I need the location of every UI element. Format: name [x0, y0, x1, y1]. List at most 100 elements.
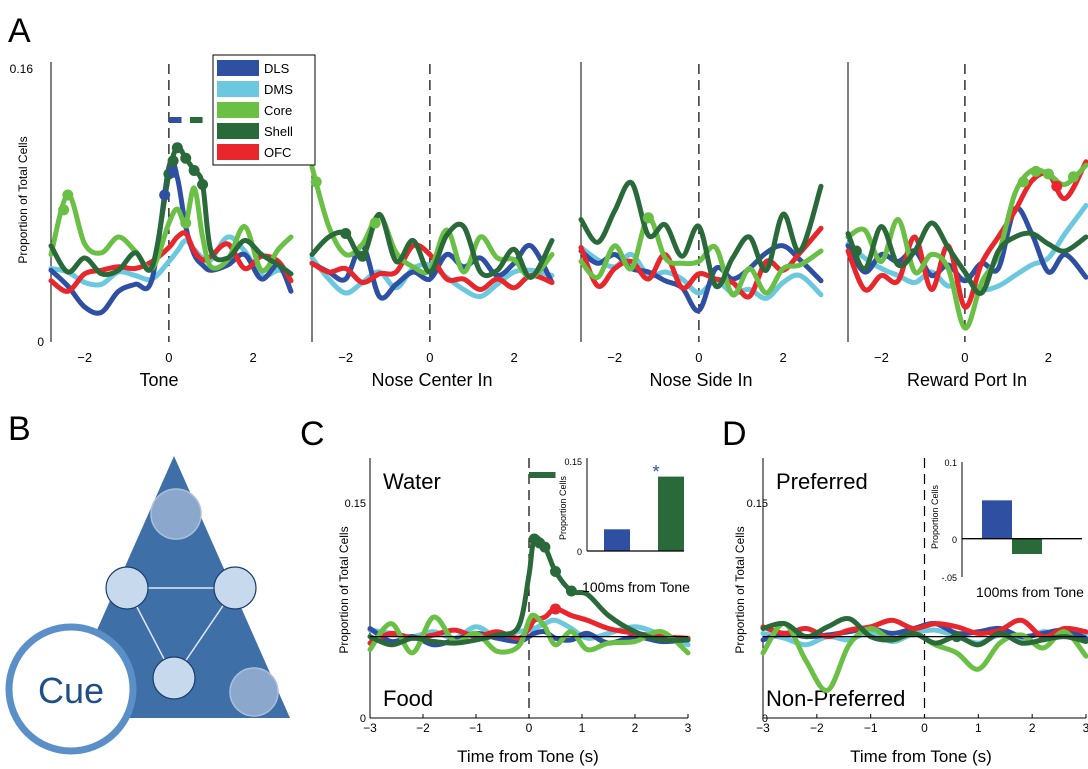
panel-a: Proportion of Total Cells 0.16 0 −2 0 2 Ton… — [10, 54, 1088, 390]
panel-d-inset-ytick-zero: 0 — [952, 535, 957, 545]
x-tick-label: −2 — [874, 350, 889, 365]
panel-d-inset: Proportion Cells 0.1 0 -.05 100ms from T… — [930, 458, 1084, 600]
panel-letter-b: B — [8, 410, 31, 448]
panel-c: Proportion of Total Cells 0.15 0 Water F… — [337, 457, 692, 766]
panel-d-bottom-label: Non-Preferred — [766, 686, 905, 711]
x-tick-label: 0 — [695, 350, 702, 365]
a4-line-shell — [845, 220, 1088, 296]
a2-marker-shell — [357, 250, 369, 262]
x-tick-label: −2 — [77, 350, 92, 365]
legend-label-ofc: OFC — [264, 145, 291, 160]
c-marker-shell — [539, 541, 551, 553]
c-line-dms — [367, 617, 691, 648]
subplot-4: −2 0 2 Reward Port In — [845, 62, 1088, 390]
node-bottom-right — [229, 667, 279, 717]
node-bottom — [152, 656, 196, 700]
c-x-tick-label: −1 — [469, 721, 483, 735]
c-line-shell — [367, 535, 691, 648]
x-tick-label: 2 — [249, 350, 256, 365]
a3-marker-core — [642, 212, 654, 224]
a1-line-core — [48, 185, 294, 274]
d-line-shell — [760, 615, 1088, 648]
a2-line-ofc — [309, 242, 555, 292]
a4-marker-ofc — [1051, 180, 1063, 192]
a3-line-dls — [578, 243, 824, 314]
subplot-1: −2 0 2 Tone — [48, 62, 294, 390]
a2-line-core — [309, 164, 555, 280]
c-x-tick-label: −2 — [416, 721, 430, 735]
a4-marker-core — [1042, 168, 1054, 180]
a1-marker-shell — [167, 155, 179, 167]
cue-label: Cue — [38, 670, 104, 711]
panel-d-inset-ytick-bottom: -.05 — [941, 573, 957, 583]
legend-label-shell: Shell — [264, 124, 293, 139]
x-tick-label: 0 — [426, 350, 433, 365]
a1-marker-dls — [159, 189, 171, 201]
a4-line-core — [845, 162, 1088, 331]
d-x-tick-label: −2 — [810, 721, 824, 735]
node-right — [213, 566, 257, 610]
x-tick-label: 0 — [165, 350, 172, 365]
x-tick-label: 2 — [779, 350, 786, 365]
d-x-tick-label: −1 — [864, 721, 878, 735]
a4-marker-core — [1067, 171, 1079, 183]
c-x-tick-label: 1 — [579, 721, 586, 735]
d-x-tick-label: 1 — [975, 721, 982, 735]
panel-c-ytick-top: 0.15 — [345, 498, 366, 510]
legend: DLS DMS Core Shell OFC — [212, 54, 316, 166]
c-x-tick-label: 0 — [526, 721, 533, 735]
panel-c-top-label: Water — [383, 469, 441, 494]
panel-c-inset-ylabel: Proportion Cells — [558, 475, 568, 540]
a2-marker-shell — [340, 228, 352, 239]
c-marker-ofc — [550, 603, 561, 615]
panel-b-schematic: Cue — [5, 456, 290, 755]
panel-letter-d: D — [722, 415, 747, 453]
panel-d: Proportion of Total Cells 0.15 0 Preferr… — [733, 458, 1088, 766]
panel-c-inset-xlabel: 100ms from Tone — [582, 579, 690, 595]
significance-marker: * — [652, 462, 659, 482]
panel-c-bottom-label: Food — [383, 686, 433, 711]
legend-swatch-shell — [217, 123, 259, 139]
a2-marker-core — [369, 217, 381, 229]
legend-swatch-core — [217, 102, 259, 118]
c-inset-bars — [586, 458, 684, 552]
a3-line-ofc — [578, 225, 824, 300]
panel-a-ylabel: Proportion of Total Cells — [16, 136, 30, 263]
panel-c-inset-ytick-zero: 0 — [577, 547, 582, 557]
c-marker-shell — [565, 585, 577, 597]
panel-c-inset-ytick-top: 0.15 — [564, 457, 582, 467]
panel-c-inset: Proportion Cells 0.15 0 100ms from Tone … — [558, 457, 690, 595]
node-top — [150, 488, 202, 540]
a1-line-dls — [48, 157, 294, 316]
x-axis-label: Reward Port In — [907, 370, 1027, 390]
c-marker-shell — [550, 566, 561, 577]
x-axis-label: Tone — [139, 370, 178, 390]
panel-d-ylabel: Proportion of Total Cells — [733, 526, 747, 653]
a4-line-ofc — [845, 159, 1088, 310]
panel-d-xlabel: Time from Tone (s) — [850, 747, 992, 766]
panel-d-inset-ylabel: Proportion Cells — [930, 484, 940, 549]
legend-label-core: Core — [264, 103, 292, 118]
a1-marker-core — [180, 217, 192, 229]
d-inset-bar-shell — [1012, 538, 1042, 554]
a1-marker-core — [58, 204, 70, 216]
panel-d-inset-xlabel: 100ms from Tone — [976, 584, 1084, 600]
panel-d-top-label: Preferred — [776, 469, 868, 494]
panel-d-ytick-top: 0.15 — [747, 498, 768, 510]
a2-line-shell — [309, 211, 555, 280]
panel-letter-a: A — [8, 12, 31, 50]
a1-marker-shell — [180, 152, 192, 164]
c-inset-bar-dls — [604, 529, 630, 551]
a4-marker-core — [1030, 165, 1042, 177]
a1-marker-dls — [167, 166, 179, 178]
x-tick-label: 2 — [1045, 350, 1052, 365]
panel-c-ytick-zero: 0 — [360, 713, 366, 725]
x-axis-label: Nose Side In — [649, 370, 752, 390]
panel-a-ytick-zero: 0 — [37, 335, 44, 349]
panel-d-ytick-zero: 0 — [762, 713, 768, 725]
x-tick-label: −2 — [607, 350, 622, 365]
c-inset-bar-shell — [658, 476, 684, 551]
a1-marker-shell — [171, 142, 183, 154]
c-line-core — [367, 612, 691, 656]
